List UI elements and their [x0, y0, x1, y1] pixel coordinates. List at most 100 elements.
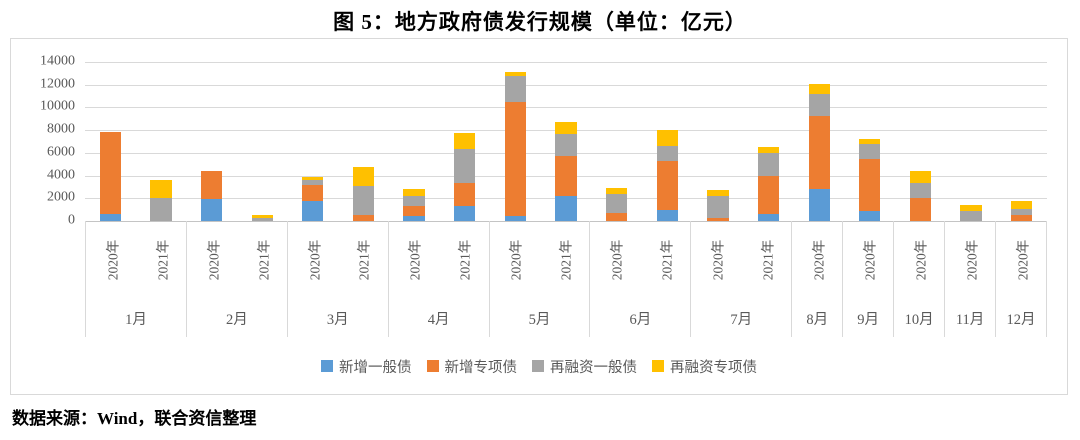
year-tick-label: 2021年: [255, 239, 271, 281]
month-bar-group: [693, 62, 794, 221]
month-axis-group: 2020年 11月: [945, 221, 997, 337]
month-axis-group: 2020年 2021年 5月: [490, 221, 591, 337]
bar-slot: [946, 62, 997, 221]
year-tick-label: 2021年: [558, 239, 574, 281]
year-labels-row: 2020年: [945, 221, 995, 299]
month-tick-label: 1月: [125, 311, 147, 328]
year-tick-label: 2020年: [609, 239, 625, 281]
stacked-bar: [960, 62, 982, 221]
month-bar-group: [389, 62, 490, 221]
bar-segment: [454, 182, 476, 207]
bar-segment: [454, 148, 476, 183]
bar-segment: [251, 214, 273, 219]
source-note: 数据来源：Wind，联合资信整理: [12, 409, 257, 428]
bar-segment: [757, 152, 780, 176]
month-tick-label: 2月: [225, 311, 248, 328]
y-tick-label: 8000: [47, 121, 75, 137]
bar-slot: [591, 62, 642, 221]
legend-item: 新增专项债: [426, 356, 518, 377]
bar-segment: [1011, 214, 1033, 221]
month-bar-group: [844, 62, 895, 221]
bar-slot: [85, 62, 136, 221]
month-axis-group: 2020年 2021年 6月: [590, 221, 692, 337]
legend-swatch: [652, 360, 664, 372]
gridline: [85, 62, 1047, 63]
year-tick-label: 2021年: [356, 239, 372, 281]
stacked-bar: [859, 62, 881, 221]
month-axis-group: 2020年 2021年 3月: [288, 221, 389, 337]
bar-segment: [606, 187, 628, 194]
year-label-slot: 2020年: [590, 221, 640, 299]
stacked-bar: [757, 62, 780, 221]
bar-segment: [200, 171, 223, 199]
stacked-bar: [200, 62, 223, 221]
bar-segment: [403, 196, 425, 207]
month-axis-group: 2020年 9月: [843, 221, 895, 337]
year-label-slot: 2020年: [389, 221, 439, 299]
bar-segment: [1011, 208, 1033, 215]
year-label-slot: 2020年: [490, 221, 540, 299]
month-tick-label: 3月: [326, 311, 349, 328]
chart-frame: 14000 12000 10000 8000 6000 4000 2000 0 2020年 20…: [10, 38, 1068, 395]
legend-label: 新增专项债: [444, 359, 518, 376]
y-axis-labels: 14000 12000 10000 8000 6000 4000 2000 0: [11, 54, 75, 228]
bar-slot: [439, 62, 490, 221]
stacked-bar: [99, 62, 121, 221]
legend-swatch: [426, 360, 439, 372]
stacked-bar: [352, 62, 375, 221]
bar-segment: [352, 185, 375, 216]
bar-segment: [656, 130, 678, 146]
month-tick-label: 11月: [955, 311, 985, 328]
month-tick-label: 10月: [904, 311, 934, 328]
bar-segment: [454, 206, 476, 221]
bar-segment: [859, 139, 881, 145]
stacked-bar: [909, 62, 932, 221]
year-tick-label: 2021年: [659, 239, 675, 281]
bar-slot: [794, 62, 845, 221]
year-labels-row: 2020年 2021年: [288, 221, 388, 299]
bar-segment: [909, 182, 932, 199]
bar-slot: [136, 62, 187, 221]
month-bar-group: [996, 62, 1047, 221]
y-tick-label: 4000: [47, 167, 75, 183]
bar-segment: [757, 146, 780, 153]
bar-slot: [288, 62, 339, 221]
month-bar-group: [186, 62, 287, 221]
legend-label: 新增一般债: [339, 359, 412, 376]
bar-segment: [403, 188, 425, 197]
bar-segment: [707, 196, 729, 219]
bar-slot: [844, 62, 895, 221]
year-label-slot: 2020年: [187, 221, 237, 299]
bar-segment: [859, 158, 881, 211]
month-bar-group: [288, 62, 389, 221]
bar-segment: [504, 71, 527, 76]
year-tick-label: 2020年: [306, 239, 322, 281]
bar-segment: [454, 133, 476, 149]
stacked-bar: [808, 62, 830, 221]
bar-segment: [909, 171, 932, 183]
stacked-bar: [251, 62, 273, 221]
month-tick-label: 6月: [629, 311, 652, 328]
bar-slot: [693, 62, 744, 221]
year-tick-label: 2021年: [457, 239, 473, 281]
year-tick-label: 2021年: [154, 239, 170, 281]
bar-segment: [859, 210, 881, 221]
stacked-bar: [606, 62, 628, 221]
legend-label: 再融资一般债: [550, 359, 637, 376]
year-label-slot: 2021年: [338, 221, 388, 299]
year-labels-row: 2020年 2021年: [187, 221, 287, 299]
chart-title: 图 5：地方政府债发行规模（单位：亿元）: [333, 10, 747, 34]
bar-segment: [808, 83, 830, 94]
year-tick-label: 2020年: [913, 239, 929, 281]
bar-segment: [302, 179, 324, 185]
month-axis-group: 2020年 2021年 2月: [187, 221, 288, 337]
legend-item: 再融资一般债: [532, 356, 637, 377]
legend-swatch: [532, 360, 544, 372]
gridline: [85, 107, 1047, 109]
month-tick-label: 5月: [528, 311, 551, 328]
bar-segment: [757, 213, 780, 221]
bar-segment: [403, 206, 425, 217]
year-label-slot: 2021年: [640, 221, 690, 299]
bar-segment: [656, 160, 678, 211]
bar-segment: [150, 197, 172, 221]
